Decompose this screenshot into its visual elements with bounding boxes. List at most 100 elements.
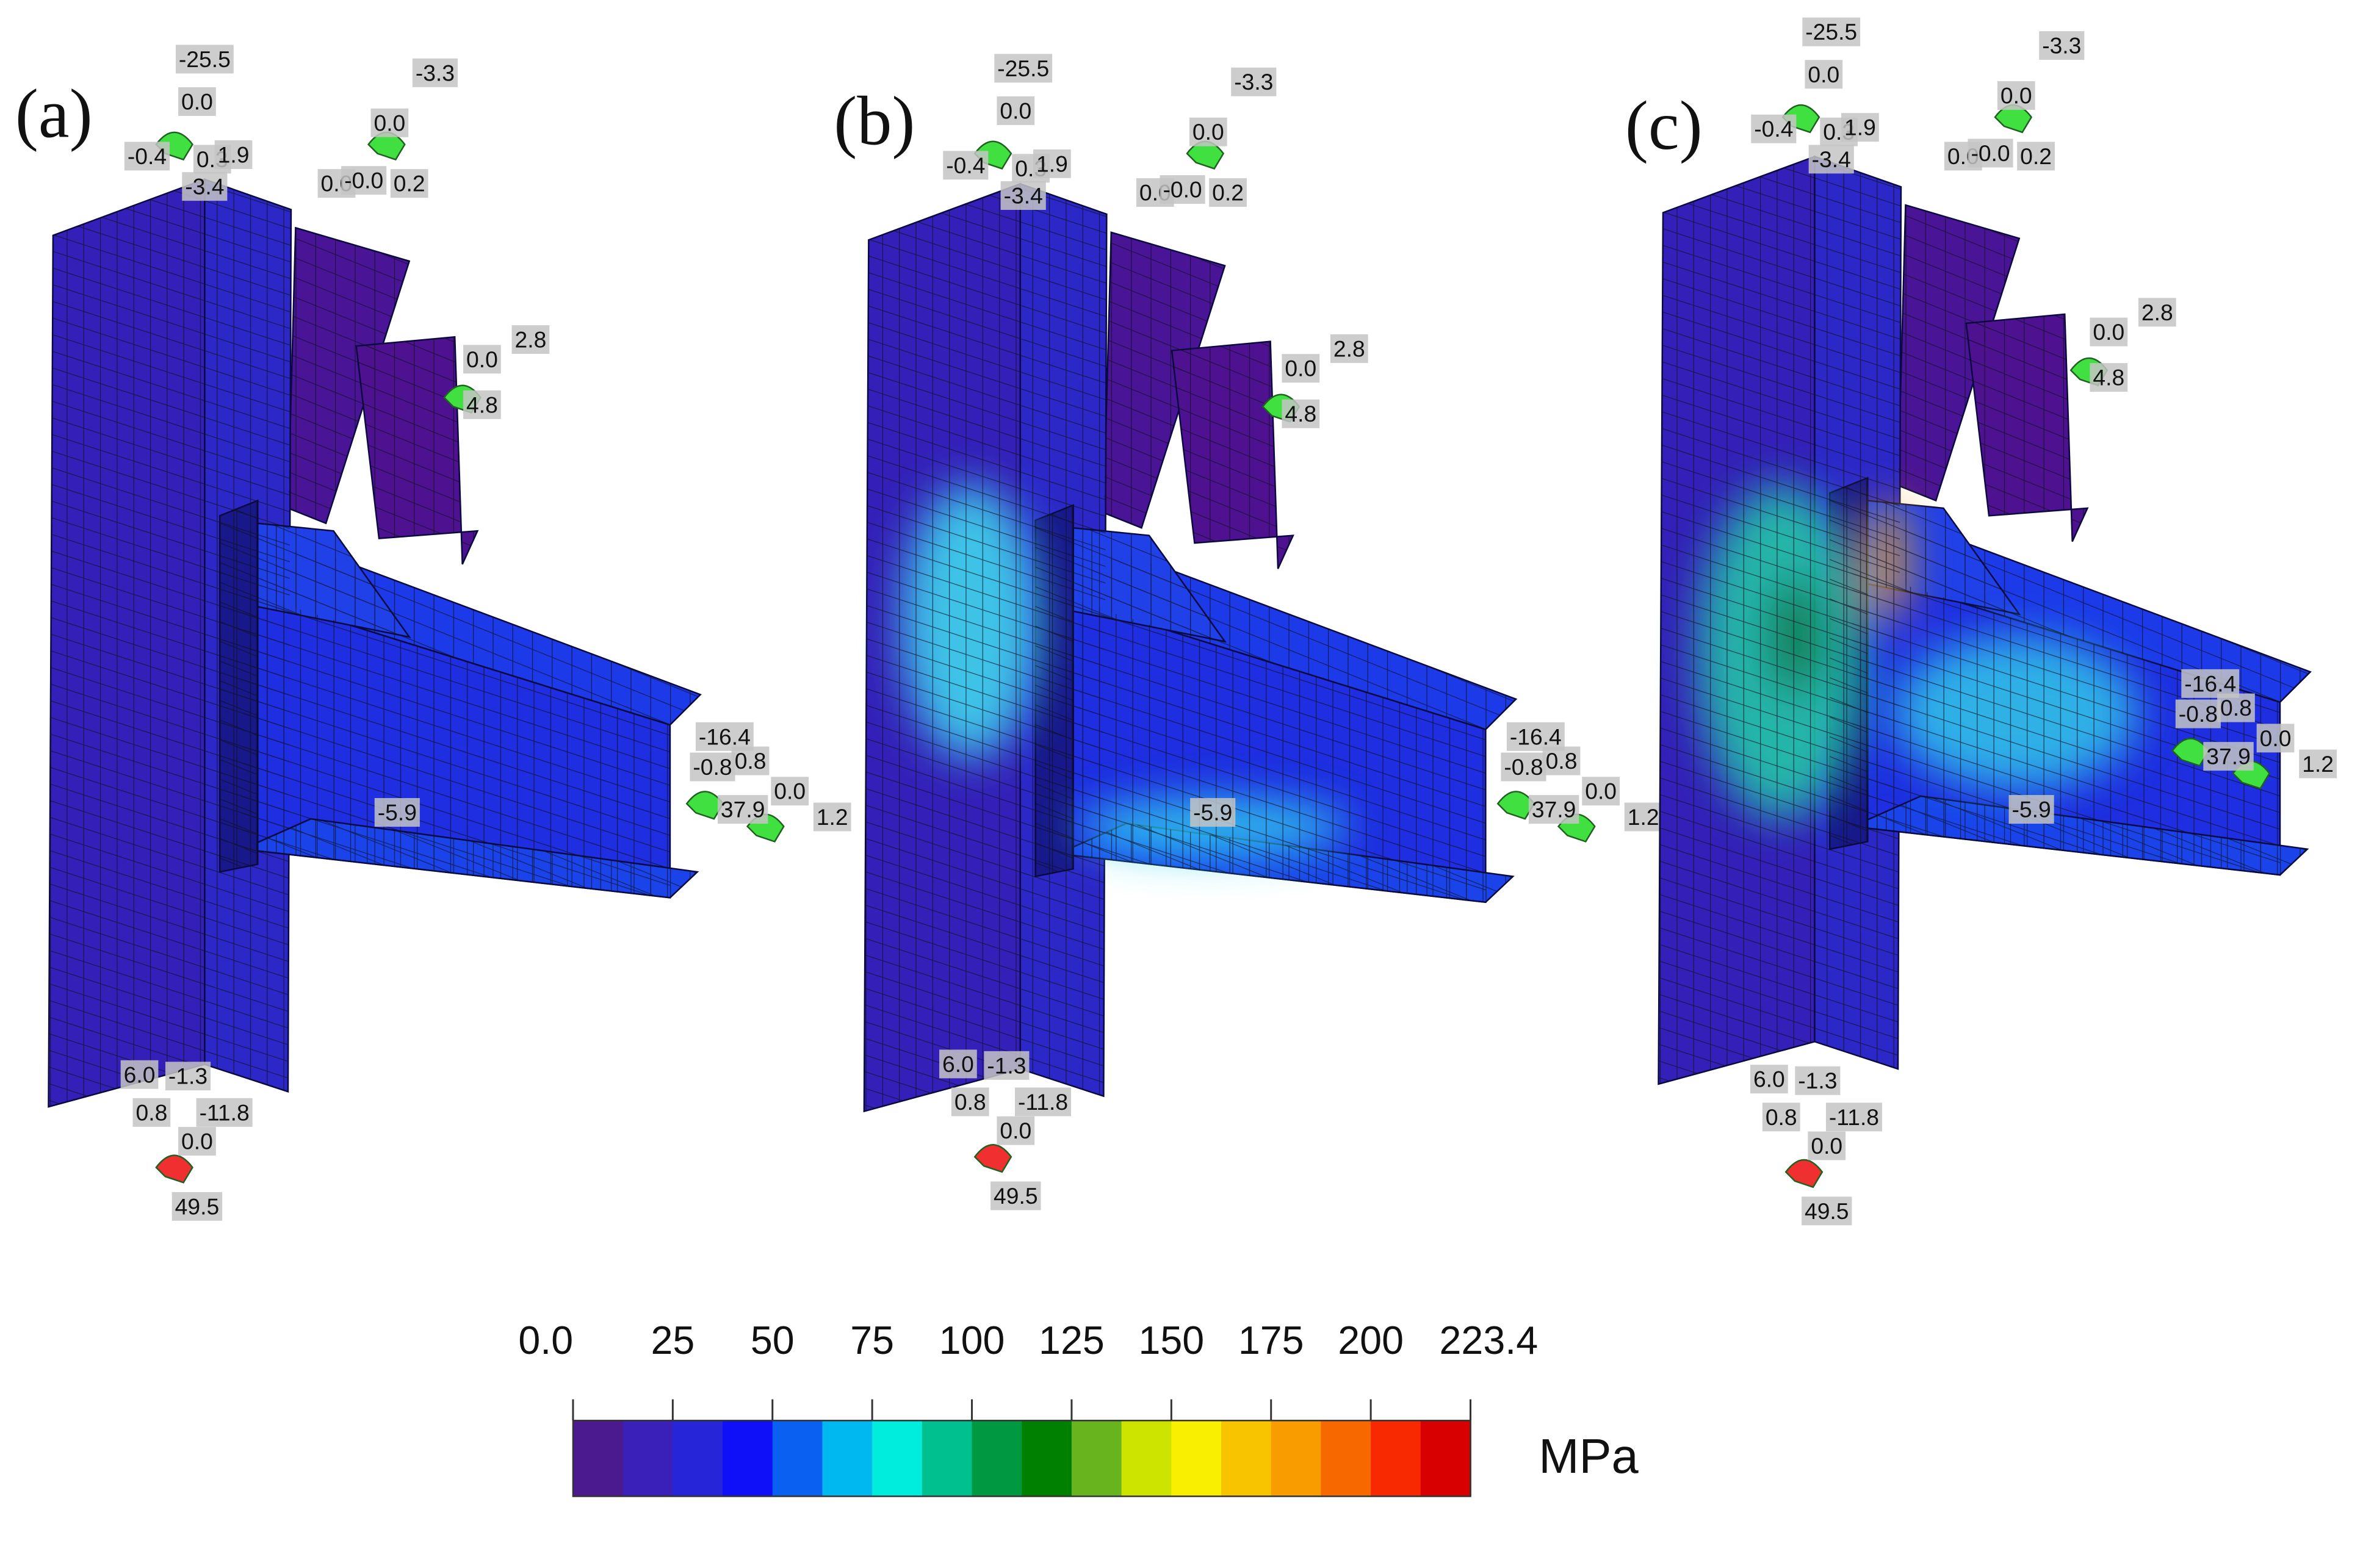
force-label-box (178, 1127, 216, 1156)
force-label-box (1501, 752, 1546, 782)
mesh-grid (1867, 500, 2019, 614)
force-label: -3.3 (1234, 69, 1273, 95)
colorbar-segment (1420, 1420, 1471, 1497)
force-label: 0.8 (954, 1089, 986, 1115)
force-label: 0.0 (466, 347, 498, 372)
support-icon (1784, 1159, 1824, 1189)
force-label: 6.0 (942, 1051, 974, 1077)
force-label: -3.3 (416, 60, 455, 85)
force-label-box (1762, 1102, 1800, 1132)
force-label-box (1997, 81, 2035, 110)
force-label: 0.8 (1766, 1104, 1797, 1130)
force-label: -3.4 (185, 174, 224, 200)
force-label-box (1033, 149, 1071, 178)
mesh (1658, 156, 2311, 1084)
force-label: 4.8 (466, 392, 498, 417)
force-label-box (214, 140, 253, 169)
colorbar-frame (572, 1420, 1471, 1497)
force-label: 37.9 (1532, 797, 1576, 822)
colorbar-segment (1271, 1420, 1322, 1497)
force-label-box (120, 1060, 159, 1089)
colorbar-tick-label: 0.0 (518, 1318, 573, 1362)
support-icon (1496, 791, 1535, 820)
mesh-grid (1830, 478, 1868, 849)
colorbar-segment (622, 1420, 674, 1497)
colorbar-segment (723, 1420, 773, 1497)
force-label-box (771, 777, 809, 806)
force-label-box (2217, 693, 2255, 722)
force-label: 1.9 (1844, 115, 1876, 140)
force-label-box (1189, 117, 1227, 146)
force-label: -11.8 (1018, 1089, 1068, 1115)
force-label-box (1802, 1196, 1852, 1226)
mesh-grid (258, 523, 409, 638)
colorbar-tick-label: 223.4 (1440, 1318, 1539, 1362)
mesh-grid (1898, 205, 2019, 501)
force-label-box (1808, 1131, 1846, 1160)
panel: (c)-25.50.0-0.4 0.31.9-3.4-3.30.00.0-0.0 0… (1625, 17, 2337, 1226)
force-label: 4.8 (2093, 365, 2124, 390)
force-label-box (2203, 742, 2254, 771)
mesh-grid (287, 228, 409, 523)
mesh-grid (242, 819, 698, 898)
force-label-box (178, 87, 216, 116)
force-label-box (695, 722, 754, 751)
force-label-box (1825, 1102, 1883, 1132)
force-label-box (1808, 145, 1854, 174)
force-label: 37.9 (721, 797, 765, 822)
force-label-box (990, 1181, 1041, 1210)
force-label-box (939, 1049, 977, 1079)
colorbar-segment (1022, 1420, 1073, 1497)
mesh-grid (220, 500, 258, 872)
force-label: 2.8 (2141, 300, 2173, 325)
force-label: 0.0 (1000, 1118, 1031, 1143)
mesh (48, 179, 701, 1107)
force-label: 0.8 (2220, 695, 2252, 721)
force-label: 0.0 (2260, 725, 2292, 751)
colorbar-tick-label: 150 (1138, 1318, 1204, 1362)
panel-label: (a) (15, 74, 93, 152)
colorbar-segment (1171, 1420, 1222, 1497)
mesh-grid (1852, 796, 2307, 876)
force-label-box (1795, 1066, 1841, 1095)
force-label-box (463, 345, 501, 374)
force-label: -0.8 (2179, 701, 2218, 727)
colorbar-tick-label: 200 (1338, 1318, 1404, 1362)
force-label-box (1841, 113, 1879, 142)
force-label: 37.9 (2206, 744, 2251, 769)
force-label-box (1582, 777, 1620, 806)
colorbar-tick-label: 100 (939, 1318, 1005, 1362)
support-icon (685, 791, 724, 820)
force-label-box (2017, 142, 2055, 171)
panels: (a)-25.50.0-0.4 0.31.9-3.4-3.30.00.0-0.0 0… (15, 17, 2337, 1226)
force-label-box (994, 54, 1053, 83)
force-label-box (370, 108, 409, 137)
force-label: 0.0 (1808, 62, 1839, 87)
colorbar-segment (1071, 1420, 1122, 1497)
colorbar-segment (572, 1420, 624, 1497)
force-label-box (390, 169, 428, 198)
force-label: 0.0 (1000, 98, 1031, 123)
colorbar-tick-label: 125 (1039, 1318, 1105, 1362)
force-label-box (1014, 1087, 1072, 1117)
force-label-box (1000, 181, 1046, 210)
force-label-box (2181, 669, 2240, 698)
force-label: -0.4 (1754, 116, 1793, 142)
force-label-box (2138, 298, 2176, 327)
mesh-grid (1058, 823, 1514, 902)
force-label: -16.4 (1510, 724, 1562, 749)
force-label: 0.0 (774, 779, 806, 804)
force-label: -0.8 (1504, 754, 1543, 780)
force-label: 0.0 (1192, 119, 1224, 145)
force-label-box (175, 45, 234, 74)
force-label: -11.8 (1829, 1104, 1879, 1130)
force-label: 0.8 (735, 748, 767, 774)
colorbar-segment (772, 1420, 823, 1497)
force-label-box (1330, 334, 1368, 363)
colorbar-segment (822, 1420, 873, 1497)
force-label: 1.9 (218, 142, 250, 167)
force-label: -1.3 (168, 1063, 207, 1089)
colorbar-tick-label: 75 (850, 1318, 894, 1362)
force-label-box (132, 1098, 171, 1127)
